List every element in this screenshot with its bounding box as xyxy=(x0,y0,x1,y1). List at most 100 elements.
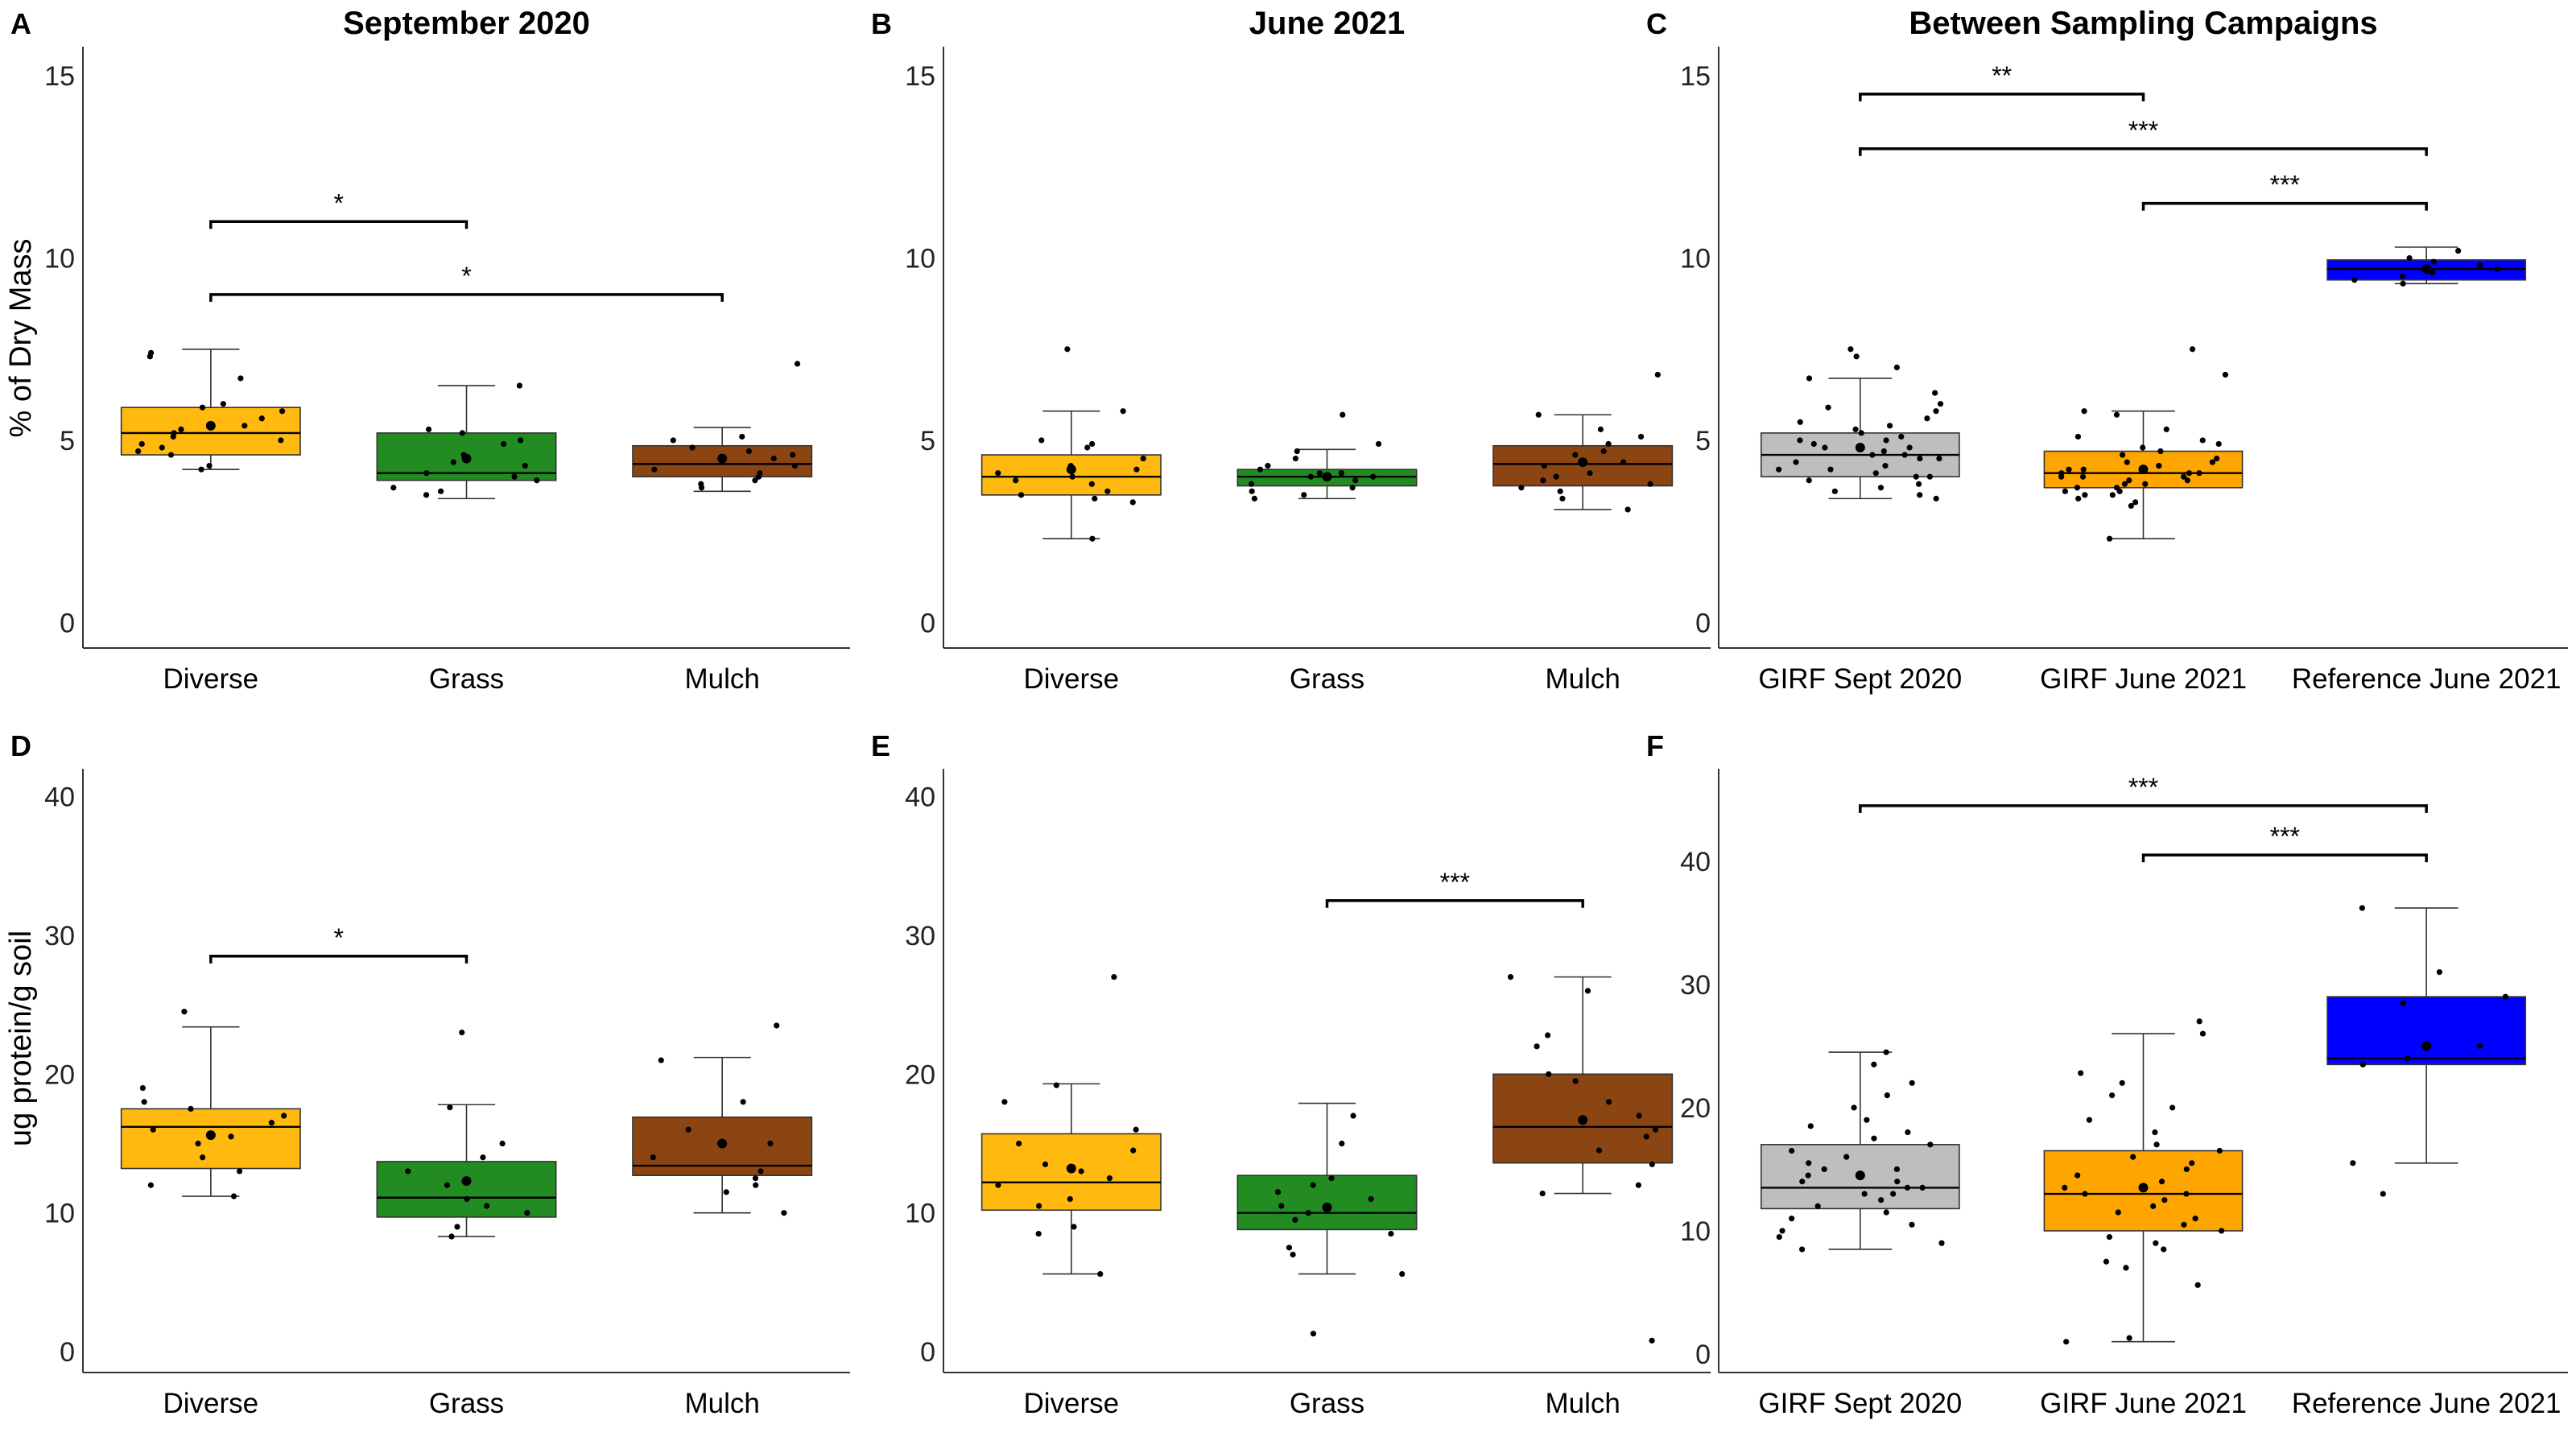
data-point xyxy=(2214,455,2220,462)
data-point xyxy=(1652,1126,1659,1133)
data-point xyxy=(1936,455,1942,462)
significance-label: *** xyxy=(2270,822,2300,851)
data-point xyxy=(740,1099,746,1105)
data-point xyxy=(1089,535,1096,542)
mean-marker xyxy=(1322,472,1332,482)
data-point xyxy=(2086,1117,2093,1123)
data-point xyxy=(2494,266,2500,272)
data-point xyxy=(689,444,696,451)
significance-label: * xyxy=(333,923,343,952)
mean-marker xyxy=(1066,1163,1076,1174)
data-point xyxy=(2161,1197,2168,1203)
mean-marker xyxy=(461,453,472,464)
mean-marker xyxy=(1322,1202,1332,1212)
data-point xyxy=(237,375,244,382)
bracket-line xyxy=(209,220,469,229)
data-point xyxy=(2359,1061,2366,1067)
data-point xyxy=(2161,1246,2167,1253)
data-point xyxy=(1822,444,1828,451)
data-point xyxy=(199,404,206,411)
data-point xyxy=(242,423,248,429)
data-point xyxy=(2158,1179,2165,1185)
data-point xyxy=(1399,1270,1406,1278)
box-1 xyxy=(376,1104,557,1237)
data-point xyxy=(1339,1140,1345,1147)
data-point xyxy=(2216,1147,2223,1154)
box-2 xyxy=(632,1056,813,1214)
data-point xyxy=(2074,1172,2081,1179)
significance-bracket-0: *** xyxy=(1325,868,1584,908)
data-point xyxy=(279,408,286,415)
data-point xyxy=(2455,247,2462,254)
data-point xyxy=(1654,371,1661,378)
data-point xyxy=(1071,1224,1077,1230)
data-point xyxy=(2106,535,2113,542)
mean-marker xyxy=(1855,1170,1865,1181)
data-point xyxy=(1847,346,1854,353)
data-point xyxy=(1140,455,1146,462)
data-point xyxy=(2359,905,2366,911)
data-point xyxy=(1089,440,1096,448)
data-point xyxy=(1799,1179,1806,1185)
mean-marker xyxy=(717,453,728,464)
y-tick-label-10: 10 xyxy=(905,244,935,275)
data-point xyxy=(2222,371,2229,378)
mean-marker xyxy=(205,420,216,431)
data-point xyxy=(1906,444,1913,451)
data-point xyxy=(1310,1331,1317,1337)
data-point xyxy=(171,430,177,436)
y-tick-label-0: 0 xyxy=(60,1337,75,1368)
box-0 xyxy=(1760,378,1960,500)
data-point xyxy=(995,470,1001,477)
data-point xyxy=(1106,1175,1113,1182)
y-tick-label-0: 0 xyxy=(920,608,935,638)
data-point xyxy=(1806,477,1812,484)
mean-marker xyxy=(2421,1041,2432,1051)
data-point xyxy=(524,1210,530,1216)
row-1-y-axis-title: % of Dry Mass xyxy=(4,238,38,437)
data-point xyxy=(1797,419,1803,425)
data-point xyxy=(1596,1147,1603,1154)
mean-marker xyxy=(2138,464,2149,475)
data-point xyxy=(1294,448,1300,455)
box-1 xyxy=(376,385,557,500)
data-point xyxy=(1133,1126,1139,1133)
data-point xyxy=(670,437,676,444)
panel-F: 0 10 20 30 40 GIRF Sept 2020 GIRF June 2021 Ref… xyxy=(1646,729,2568,1419)
data-point xyxy=(2109,492,2116,498)
data-point xyxy=(1926,473,1933,480)
data-point xyxy=(2113,411,2120,418)
y-tick-label-30: 30 xyxy=(1680,970,1711,1001)
data-point xyxy=(2194,1282,2201,1288)
data-point xyxy=(2350,1160,2356,1166)
data-point xyxy=(1016,1140,1022,1147)
data-point xyxy=(1587,470,1593,477)
data-point xyxy=(2400,280,2406,287)
mean-marker xyxy=(1066,464,1076,475)
box-body xyxy=(376,1161,557,1218)
data-point xyxy=(1557,488,1563,494)
data-point xyxy=(2130,1154,2136,1160)
data-point xyxy=(1933,408,1939,415)
data-point xyxy=(1898,433,1905,440)
data-point xyxy=(258,415,265,422)
data-point xyxy=(480,1154,486,1161)
data-point xyxy=(1853,353,1860,360)
data-point xyxy=(1301,492,1307,498)
significance-bracket-1: *** xyxy=(1859,116,2428,156)
data-point xyxy=(1776,466,1782,473)
data-point xyxy=(138,440,145,448)
mean-marker xyxy=(2138,1183,2149,1193)
data-point xyxy=(1636,1113,1642,1119)
data-point xyxy=(2119,1080,2125,1086)
x-category-label-0: Diverse xyxy=(1024,663,1120,695)
data-point xyxy=(425,426,432,432)
significance-bracket-2: *** xyxy=(2141,171,2428,211)
data-point xyxy=(2196,1018,2202,1025)
data-point xyxy=(1933,495,1939,502)
data-point xyxy=(1352,477,1359,484)
data-point xyxy=(1858,430,1864,436)
data-point xyxy=(1937,401,1944,407)
data-point xyxy=(1779,1228,1785,1234)
data-point xyxy=(1597,426,1604,432)
